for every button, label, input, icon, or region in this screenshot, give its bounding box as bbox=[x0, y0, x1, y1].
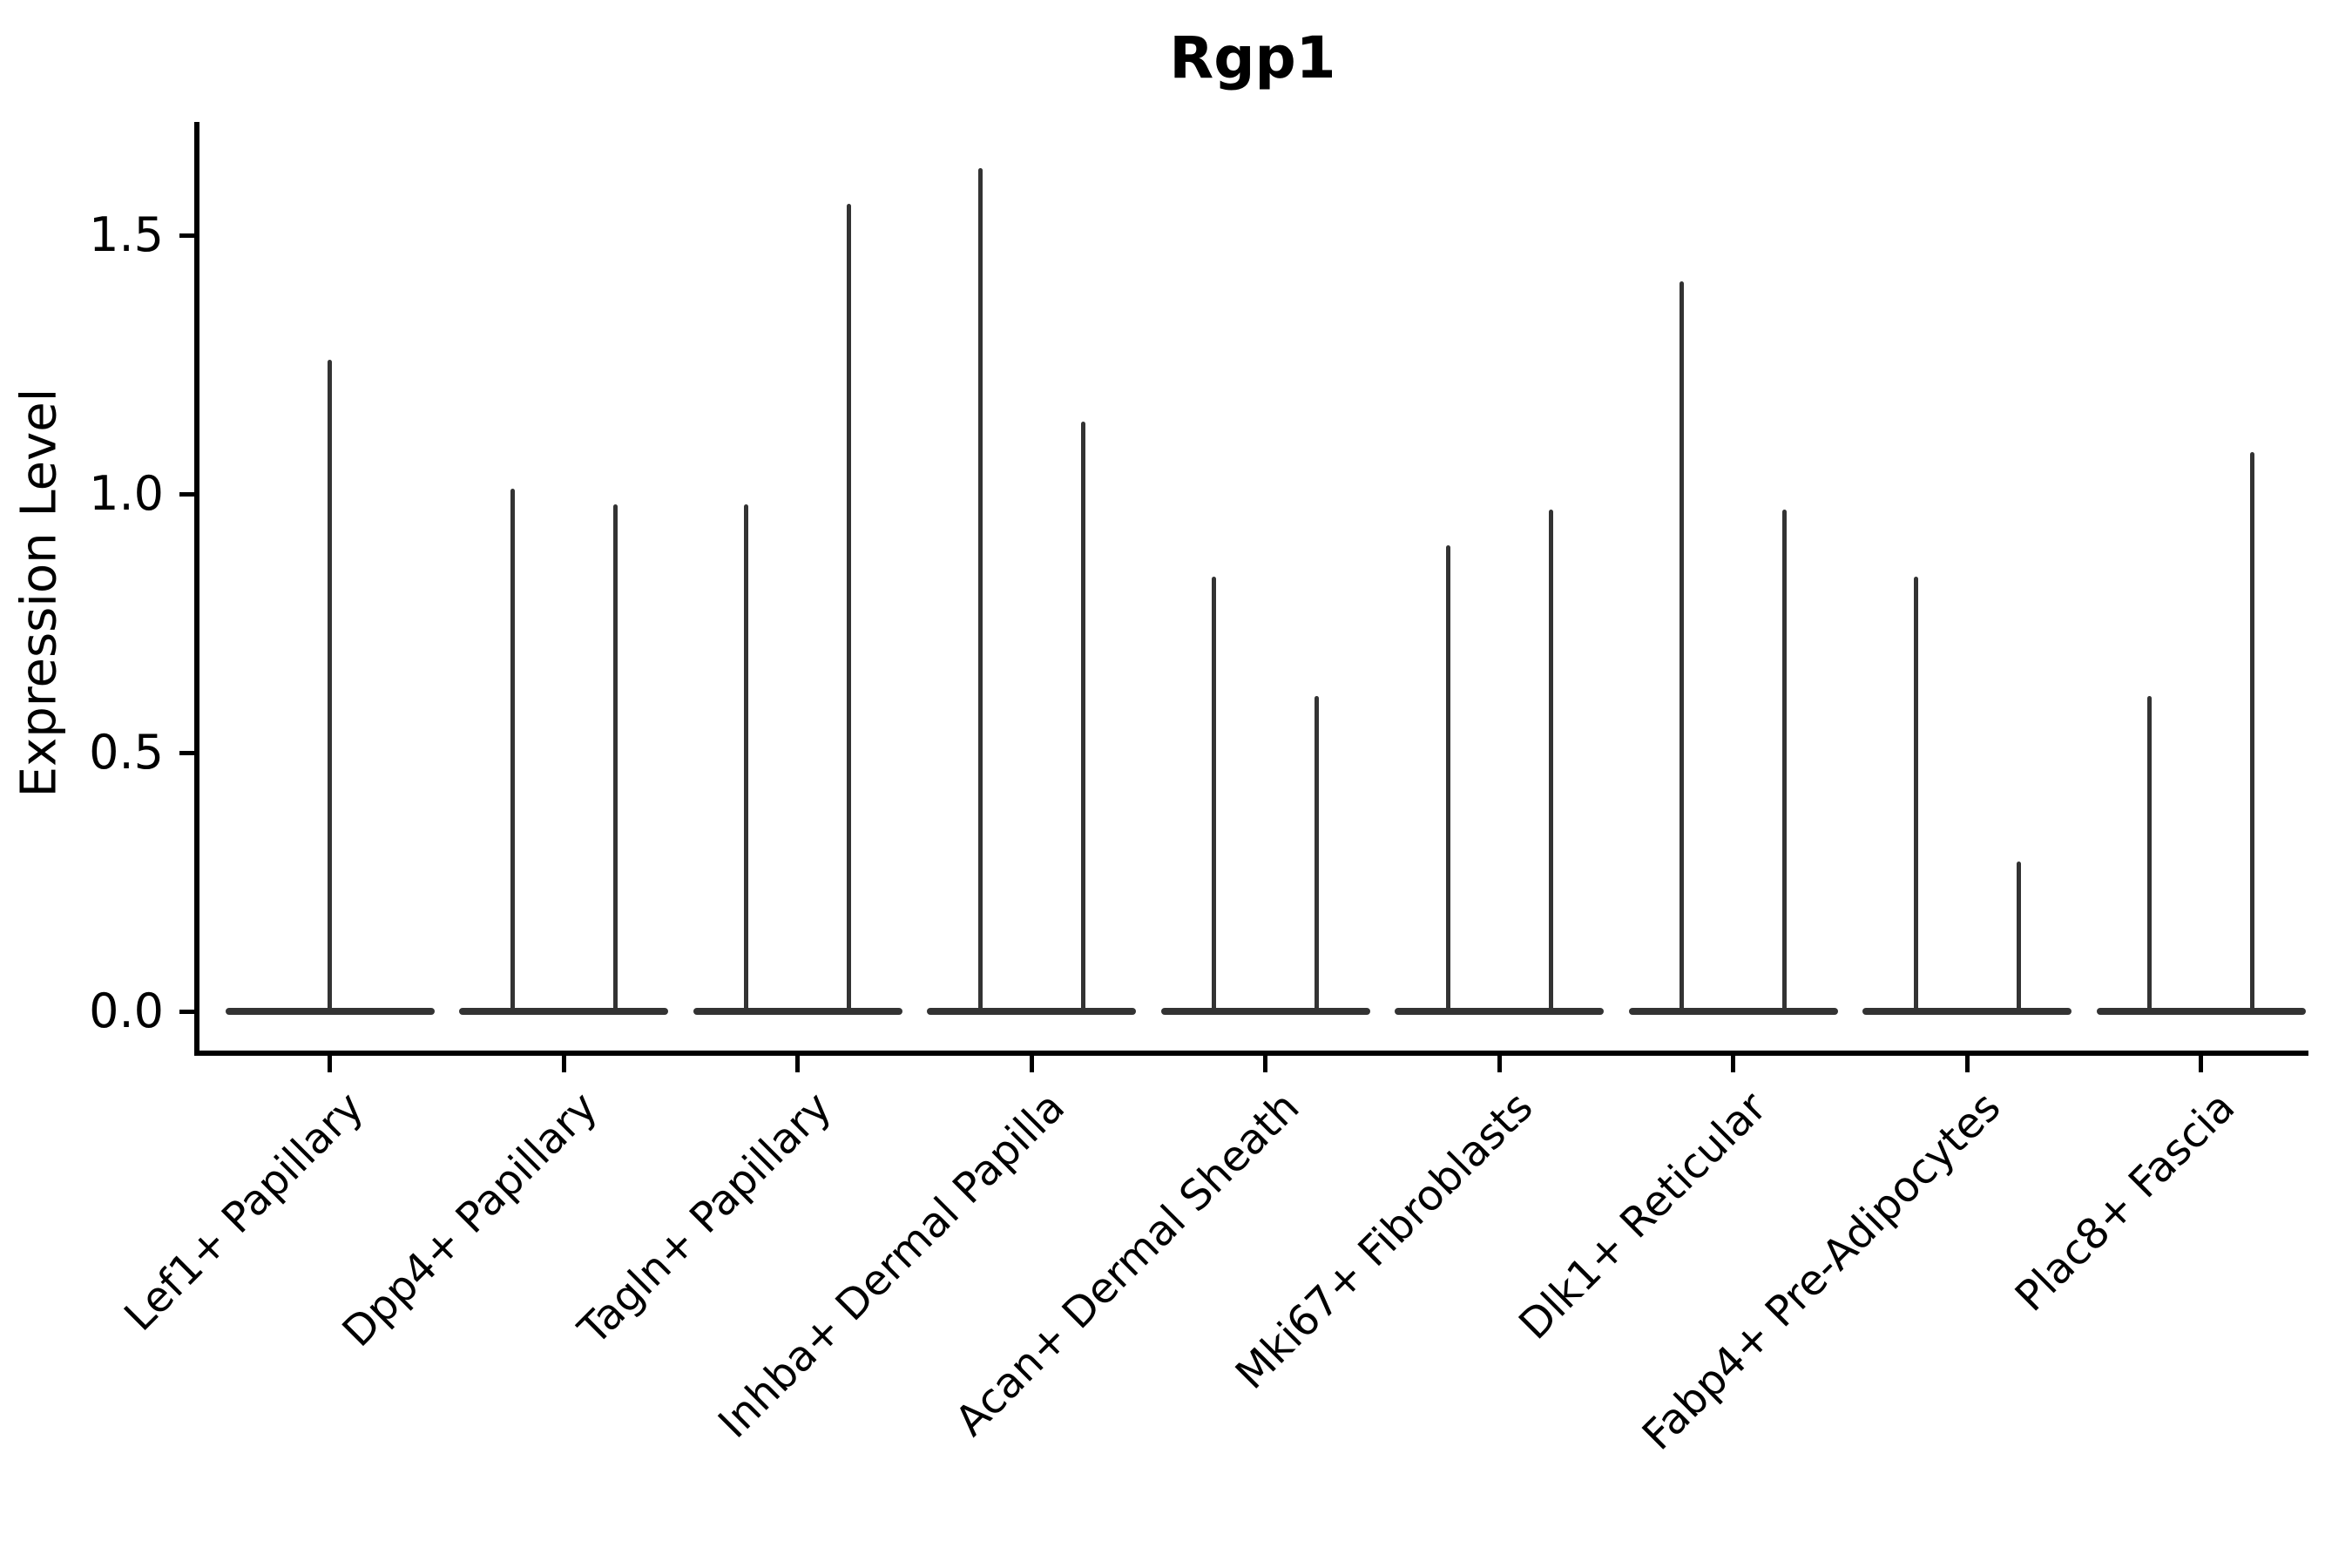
x-tick-mark bbox=[2199, 1056, 2203, 1072]
x-tick-mark bbox=[1731, 1056, 1735, 1072]
y-tick-mark bbox=[179, 233, 197, 238]
y-tick-label: 0.0 bbox=[89, 983, 164, 1038]
violin-spike bbox=[612, 504, 618, 1011]
violin-base bbox=[1862, 1008, 2072, 1015]
y-tick-label: 1.5 bbox=[89, 207, 164, 262]
violin-spike bbox=[328, 359, 332, 1011]
violin-spike bbox=[744, 504, 748, 1011]
violin-spike bbox=[1315, 695, 1319, 1011]
violin-spike bbox=[2147, 695, 2152, 1011]
x-axis-spine bbox=[194, 1051, 2308, 1056]
y-tick-mark bbox=[179, 750, 197, 755]
violin-base bbox=[927, 1008, 1136, 1015]
x-tick-mark bbox=[1029, 1056, 1034, 1072]
x-tick-label: Lef1+ Papillary bbox=[114, 1082, 373, 1341]
violin-base bbox=[1628, 1008, 1838, 1015]
violin-base bbox=[693, 1008, 902, 1015]
violin-spike bbox=[2250, 452, 2254, 1011]
x-tick-mark bbox=[1497, 1056, 1502, 1072]
violin-spike bbox=[1212, 577, 1216, 1011]
violin-spike bbox=[1913, 577, 1918, 1011]
violin-base bbox=[459, 1008, 668, 1015]
x-tick-label: Tagln+ Papillary bbox=[569, 1082, 841, 1355]
violin-spike bbox=[977, 167, 983, 1011]
violin-spike bbox=[1445, 545, 1450, 1011]
chart-title: Rgp1 bbox=[1169, 24, 1336, 91]
y-tick-label: 1.0 bbox=[89, 466, 164, 521]
violin-spike bbox=[1680, 281, 1684, 1011]
y-tick-mark bbox=[179, 1009, 197, 1014]
violin-spike bbox=[1548, 509, 1553, 1011]
y-axis-label: Expression Level bbox=[10, 388, 68, 798]
violin-spike bbox=[510, 489, 515, 1011]
x-tick-mark bbox=[1964, 1056, 1970, 1072]
violin-spike bbox=[2016, 861, 2021, 1011]
y-tick-label: 0.5 bbox=[89, 725, 164, 780]
violin-spike bbox=[847, 204, 851, 1011]
violin-base bbox=[1160, 1008, 1370, 1015]
y-tick-mark bbox=[179, 491, 197, 497]
violin-spike bbox=[1080, 421, 1085, 1011]
x-tick-label: Dlk1+ Reticular bbox=[1510, 1082, 1776, 1349]
violin-base bbox=[2096, 1008, 2306, 1015]
y-axis-spine bbox=[194, 122, 199, 1056]
x-tick-mark bbox=[561, 1056, 566, 1072]
x-tick-mark bbox=[1263, 1056, 1267, 1072]
violin-base bbox=[225, 1008, 435, 1015]
violin-base bbox=[1395, 1008, 1604, 1015]
x-tick-mark bbox=[795, 1056, 800, 1072]
x-tick-label: Dpp4+ Papillary bbox=[333, 1082, 607, 1356]
violin-spike bbox=[1782, 509, 1787, 1011]
x-tick-label: Plac8+ Fascia bbox=[2005, 1082, 2244, 1321]
x-tick-mark bbox=[328, 1056, 332, 1072]
